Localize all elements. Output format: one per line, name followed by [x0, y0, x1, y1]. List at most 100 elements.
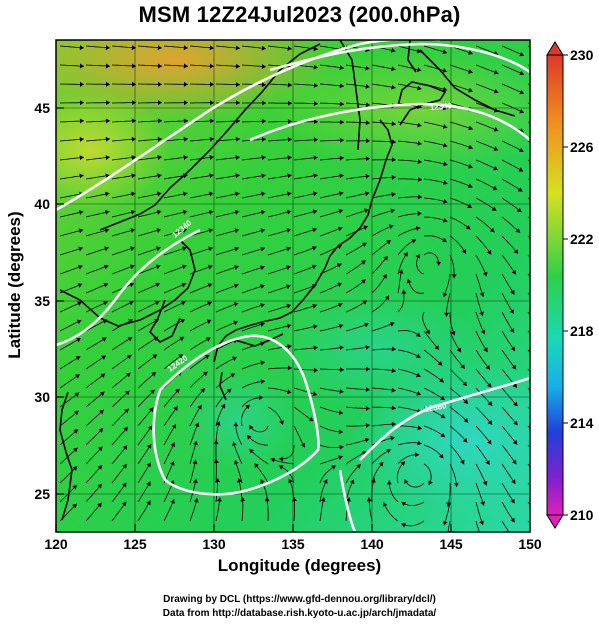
streamline-arrowhead — [518, 167, 524, 172]
streamline-arrowhead — [74, 392, 80, 397]
streamline — [85, 409, 105, 427]
streamline-arrowhead — [260, 303, 265, 308]
streamline-arrowhead — [313, 345, 318, 351]
streamline — [449, 216, 471, 230]
streamline-arrowhead — [313, 101, 318, 107]
streamline-arrowhead — [75, 374, 80, 379]
x-tick-label: 140 — [360, 536, 384, 552]
streamline-arrowhead — [417, 177, 422, 182]
streamline-arrowhead — [401, 289, 407, 294]
streamline-arrowhead — [235, 155, 240, 161]
streamline-arrowhead — [417, 140, 422, 146]
streamline-arrowhead — [146, 481, 151, 487]
streamline-arrowhead — [462, 437, 468, 443]
streamline — [423, 216, 448, 222]
streamline-arrowhead — [157, 136, 162, 142]
streamline-arrowhead — [479, 311, 484, 316]
streamline-arrowhead — [339, 137, 344, 143]
streamline — [163, 247, 187, 256]
streamline-arrowhead — [480, 539, 485, 544]
streamline — [163, 318, 186, 332]
streamline-arrowhead — [79, 173, 84, 179]
streamline-arrowhead — [170, 442, 175, 448]
streamline-arrowhead — [220, 403, 226, 409]
streamline — [215, 321, 239, 332]
streamline — [475, 292, 484, 317]
streamline — [215, 478, 219, 503]
streamline-arrowhead — [131, 63, 136, 69]
streamline-arrowhead — [209, 81, 214, 87]
streamline-arrowhead — [125, 372, 131, 378]
streamline-arrowhead — [519, 70, 524, 76]
streamline-arrowhead — [417, 211, 422, 216]
streamline — [475, 235, 492, 255]
streamline-arrowhead — [313, 191, 318, 197]
streamline-arrowhead — [479, 520, 484, 525]
streamline-arrowhead — [99, 391, 105, 397]
streamline-arrowhead — [72, 485, 77, 490]
y-tick-label: 35 — [34, 293, 50, 309]
streamline — [371, 423, 396, 427]
streamline-arrowhead — [261, 155, 266, 161]
streamline-arrowhead — [105, 45, 110, 51]
streamline — [423, 387, 446, 401]
streamline-arrowhead — [542, 228, 547, 233]
y-tick-label: 40 — [34, 196, 50, 212]
streamline-arrowhead — [386, 240, 391, 245]
streamline-arrowhead — [434, 345, 439, 350]
streamline-arrowhead — [539, 516, 544, 521]
streamline — [234, 459, 243, 484]
y-tick-label: 45 — [34, 100, 50, 116]
streamline — [449, 349, 466, 370]
streamline-arrowhead — [287, 365, 292, 371]
streamline-arrowhead — [339, 191, 344, 197]
streamline — [345, 209, 369, 218]
streamline-arrowhead — [313, 367, 318, 373]
streamline — [319, 497, 325, 522]
streamline — [293, 284, 317, 294]
streamline — [319, 387, 344, 393]
streamline-arrowhead — [151, 372, 156, 377]
streamline-arrowhead — [442, 124, 448, 129]
streamline — [241, 120, 267, 123]
colorbar-tick-label: 210 — [570, 507, 594, 523]
streamline-arrowhead — [77, 301, 82, 306]
streamline — [319, 425, 344, 433]
streamline — [345, 175, 370, 180]
streamline-arrowhead — [462, 381, 467, 386]
streamline-arrowhead — [247, 435, 252, 440]
streamline-arrowhead — [339, 173, 344, 179]
streamline — [215, 284, 239, 294]
streamline-arrowhead — [539, 420, 544, 425]
streamline-arrowhead — [131, 45, 136, 51]
streamline-arrowhead — [468, 144, 473, 150]
streamline-arrowhead — [391, 421, 396, 427]
streamline — [319, 479, 328, 503]
streamline-arrowhead — [401, 502, 406, 507]
streamline-arrowhead — [391, 368, 396, 373]
streamline — [319, 263, 342, 275]
streamline-arrowhead — [155, 282, 160, 288]
streamline-arrowhead — [105, 118, 110, 124]
streamline-arrowhead — [261, 82, 266, 88]
streamline-arrowhead — [249, 448, 254, 454]
streamline — [137, 64, 163, 67]
streamline — [241, 64, 266, 68]
streamline-arrowhead — [468, 50, 473, 55]
streamline-arrowhead — [493, 127, 499, 132]
streamline — [85, 247, 109, 256]
streamline-arrowhead — [510, 498, 515, 504]
streamline — [215, 373, 236, 389]
streamline-arrowhead — [339, 155, 344, 161]
streamline-arrowhead — [101, 337, 107, 342]
streamline-arrowhead — [493, 165, 498, 171]
streamline-arrowhead — [479, 292, 485, 297]
streamline — [111, 354, 132, 370]
streamline-arrowhead — [417, 425, 422, 431]
streamline — [85, 355, 107, 370]
streamline-arrowhead — [511, 479, 516, 484]
streamline — [475, 463, 488, 486]
streamline-arrowhead — [260, 322, 265, 327]
streamline-arrowhead — [365, 406, 370, 411]
streamline-arrowhead — [443, 180, 448, 185]
